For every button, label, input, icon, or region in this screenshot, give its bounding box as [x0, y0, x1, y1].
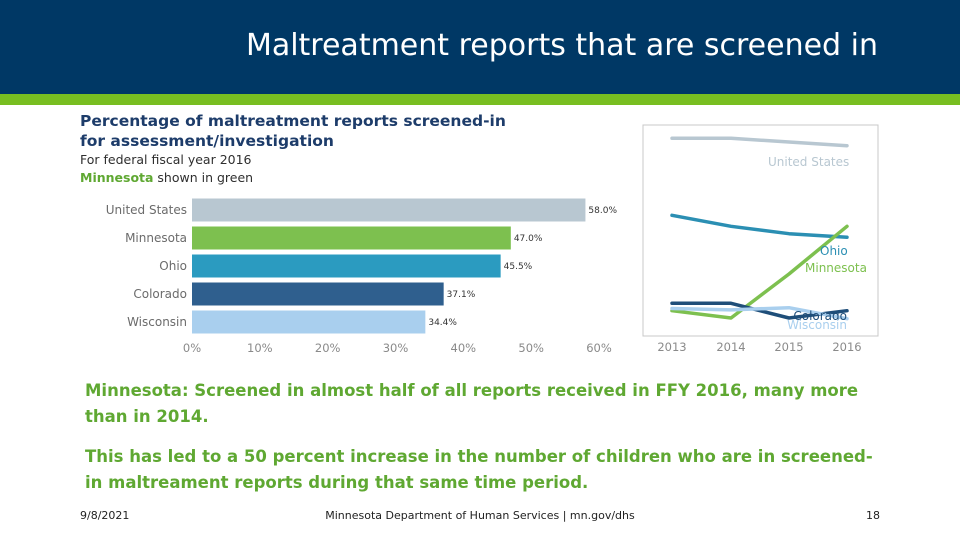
- x-tick-2014: 2014: [716, 340, 745, 354]
- x-tick-40: 40%: [451, 341, 477, 355]
- category-label-wisconsin: Wisconsin: [127, 315, 187, 329]
- x-tick-2013: 2013: [657, 340, 686, 354]
- series-label-wisconsin: Wisconsin: [787, 318, 847, 332]
- bar-chart: United States 58.0% Minnesota 47.0% Ohio 45.5…: [106, 198, 617, 355]
- bar-united-states: [192, 198, 586, 222]
- x-tick-50: 50%: [518, 341, 544, 355]
- bar-wisconsin: [192, 310, 426, 334]
- slide-title: Maltreatment reports that are screened i…: [245, 28, 878, 63]
- category-label-minnesota: Minnesota: [125, 231, 187, 245]
- data-label-united-states: 58.0%: [588, 206, 617, 216]
- series-line-wisconsin: [670, 305, 849, 321]
- bar-colorado: [192, 282, 444, 306]
- x-tick-30: 30%: [383, 341, 409, 355]
- category-label-united-states: United States: [106, 203, 187, 217]
- x-tick-10: 10%: [247, 341, 273, 355]
- category-label-colorado: Colorado: [133, 287, 187, 301]
- chart-note: Minnesota shown in green: [80, 170, 253, 185]
- series-label-united-states: United States: [768, 155, 849, 169]
- caption-sub: This has led to a 50 percent increase in…: [85, 447, 873, 492]
- chart-panel: Percentage of maltreatment reports scree…: [80, 105, 881, 500]
- x-tick-60: 60%: [586, 341, 612, 355]
- data-label-ohio: 45.5%: [504, 262, 533, 272]
- accent-bar: [0, 94, 960, 105]
- series-label-colorado: Colorado: [793, 309, 847, 323]
- series-label-minnesota: Minnesota: [805, 261, 867, 275]
- data-label-colorado: 37.1%: [447, 290, 476, 300]
- chart-title: Percentage of maltreatment reports scree…: [80, 112, 506, 150]
- x-tick-2016: 2016: [832, 340, 861, 354]
- caption-main: Minnesota: Screened in almost half of al…: [85, 381, 859, 426]
- data-label-wisconsin: 34.4%: [428, 318, 457, 328]
- category-label-ohio: Ohio: [159, 259, 187, 273]
- chart-note-rest: shown in green: [153, 170, 254, 185]
- x-tick-0: 0%: [183, 341, 201, 355]
- series-line-united-states: [670, 136, 849, 148]
- series-line-ohio: [670, 213, 849, 240]
- footer-date: 9/8/2021: [80, 509, 130, 522]
- series-line-minnesota: [670, 224, 849, 320]
- line-chart: United States Ohio Minnesota ColoradoWiscon…: [642, 124, 879, 354]
- bar-minnesota: [192, 226, 511, 250]
- chart-subtitle: For federal fiscal year 2016: [80, 152, 252, 167]
- footer-source: Minnesota Department of Human Services |…: [325, 509, 635, 522]
- chart-note-highlight: Minnesota: [80, 170, 154, 185]
- x-tick-20: 20%: [315, 341, 341, 355]
- bar-ohio: [192, 254, 501, 278]
- series-label-ohio: Ohio: [820, 244, 848, 258]
- page-number: 18: [866, 509, 880, 522]
- x-tick-2015: 2015: [774, 340, 803, 354]
- data-label-minnesota: 47.0%: [514, 234, 543, 244]
- header-bar: Maltreatment reports that are screened i…: [0, 0, 960, 94]
